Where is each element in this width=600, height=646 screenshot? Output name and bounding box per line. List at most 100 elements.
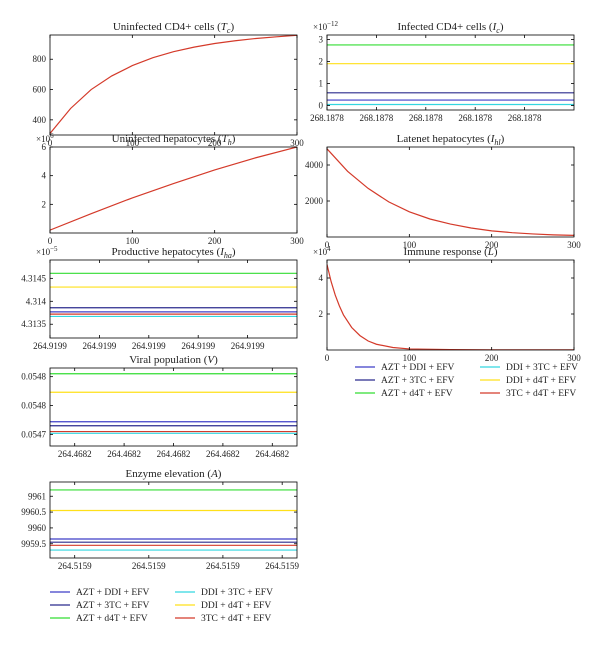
- legend-right: AZT + DDI + EFV AZT + 3TC + EFV AZT + d4T …: [355, 363, 578, 399]
- x-tick-label: 100: [403, 353, 417, 363]
- series-line: [327, 148, 574, 236]
- x-tick-label: 0: [48, 138, 53, 148]
- x-tick-label: 264.9199: [33, 341, 67, 351]
- x-tick-label: 268.1878: [508, 113, 542, 123]
- axes-frame: [49, 259, 298, 339]
- panel-title: Viral population (V): [129, 354, 218, 366]
- y-tick-label: 0.0547: [21, 429, 46, 439]
- y-tick-label: 4.3145: [21, 273, 46, 283]
- x-tick-label: 264.5159: [58, 561, 92, 571]
- panel-title: Enzyme elevation (A): [126, 468, 222, 480]
- x-tick-label: 264.5159: [132, 561, 166, 571]
- axis-exponent: ×10−12: [313, 20, 339, 32]
- panel-title: Uninfected hepatocytes (Th): [112, 133, 236, 147]
- x-tick-label: 200: [208, 236, 222, 246]
- x-tick-label: 264.4682: [107, 449, 141, 459]
- x-tick-label: 100: [126, 138, 140, 148]
- axes-frame: [326, 34, 575, 111]
- axes-frame: [49, 367, 298, 447]
- x-tick-label: 264.4682: [206, 449, 240, 459]
- y-tick-label: 600: [33, 85, 47, 95]
- panel-v: Viral population (V) 264.4682 264.4682 264.…: [21, 354, 298, 459]
- y-tick-label: 9960: [28, 523, 47, 533]
- x-tick-label: 300: [290, 236, 304, 246]
- y-tick-label: 2000: [305, 196, 324, 206]
- x-tick-label: 264.5159: [206, 561, 240, 571]
- y-tick-label: 9961: [28, 491, 46, 501]
- y-tick-label: 400: [33, 115, 47, 125]
- y-tick-label: 0.0548: [21, 372, 46, 382]
- panel-tc: Uninfected CD4+ cells (Tc) 0 100 200 300 400 6…: [33, 21, 305, 148]
- legend-label: AZT + d4T + EFV: [76, 614, 148, 624]
- series-line: [327, 264, 574, 350]
- legend-label: DDI + 3TC + EFV: [201, 588, 273, 598]
- y-tick-label: 2: [319, 309, 324, 319]
- x-tick-label: 100: [126, 236, 140, 246]
- x-tick-label: 200: [208, 138, 222, 148]
- x-tick-label: 264.9199: [231, 341, 265, 351]
- y-tick-label: 4: [42, 171, 47, 181]
- y-tick-label: 4.314: [26, 296, 47, 306]
- x-tick-label: 264.4682: [58, 449, 92, 459]
- y-tick-label: 4000: [305, 160, 324, 170]
- y-tick-label: 1: [319, 79, 324, 89]
- x-tick-label: 268.1878: [458, 113, 492, 123]
- x-tick-label: 264.9199: [83, 341, 117, 351]
- legend-label: 3TC + d4T + EFV: [201, 614, 271, 624]
- x-tick-label: 264.4682: [255, 449, 289, 459]
- y-tick-label: 4: [319, 273, 324, 283]
- y-tick-label: 4.3135: [21, 319, 46, 329]
- series-line: [50, 147, 297, 231]
- axis-exponent: ×10−5: [36, 245, 58, 257]
- panel-ic: Infected CD4+ cells (Ic) ×10−12 268.1878 26…: [310, 20, 575, 123]
- axis-exponent: ×106: [36, 132, 54, 144]
- panel-title: Productive hepatocytes (Iha): [111, 246, 235, 260]
- x-tick-label: 264.5159: [265, 561, 299, 571]
- y-tick-label: 9960.5: [21, 507, 46, 517]
- y-tick-label: 6: [42, 142, 47, 152]
- x-tick-label: 100: [403, 240, 417, 250]
- x-tick-label: 300: [290, 138, 304, 148]
- legend-label: DDI + d4T + EFV: [506, 376, 576, 386]
- x-tick-label: 264.9199: [132, 341, 166, 351]
- legend-label: AZT + DDI + EFV: [76, 588, 149, 598]
- panel-title: Uninfected CD4+ cells (Tc): [113, 21, 235, 35]
- axes-frame: [49, 34, 298, 136]
- panel-iha: Productive hepatocytes (Iha) ×10−5 264.919…: [21, 245, 298, 351]
- x-tick-label: 268.1878: [409, 113, 443, 123]
- panel-title: Immune response (L): [403, 246, 497, 258]
- x-tick-label: 268.1878: [360, 113, 394, 123]
- x-tick-label: 200: [485, 240, 499, 250]
- panel-l: Immune response (L) ×104 0 100 200 300 2 4: [313, 245, 581, 363]
- legend-label: DDI + d4T + EFV: [201, 601, 271, 611]
- legend-label: DDI + 3TC + EFV: [506, 363, 578, 373]
- axes-frame: [326, 259, 575, 351]
- panel-title: Infected CD4+ cells (Ic): [398, 21, 504, 35]
- series-line: [50, 35, 297, 134]
- axes-frame: [49, 481, 298, 559]
- legend-label: AZT + 3TC + EFV: [381, 376, 454, 386]
- x-tick-label: 200: [485, 353, 499, 363]
- legend-label: AZT + 3TC + EFV: [76, 601, 149, 611]
- x-tick-label: 300: [567, 240, 581, 250]
- x-tick-label: 0: [325, 353, 330, 363]
- axes-frame: [326, 146, 575, 238]
- legend-bottom: AZT + DDI + EFV AZT + 3TC + EFV AZT + d4T …: [50, 588, 273, 624]
- x-tick-label: 0: [48, 236, 53, 246]
- y-tick-label: 9959.5: [21, 539, 46, 549]
- legend-label: 3TC + d4T + EFV: [506, 389, 576, 399]
- y-tick-label: 0.0548: [21, 401, 46, 411]
- legend-label: AZT + d4T + EFV: [381, 389, 453, 399]
- y-tick-label: 0: [319, 101, 324, 111]
- y-tick-label: 800: [33, 54, 47, 64]
- x-tick-label: 300: [567, 353, 581, 363]
- y-tick-label: 3: [319, 34, 324, 44]
- y-tick-label: 2: [319, 56, 324, 66]
- axis-exponent: ×104: [313, 245, 331, 257]
- x-tick-label: 264.9199: [181, 341, 215, 351]
- legend-label: AZT + DDI + EFV: [381, 363, 454, 373]
- panel-title: Latenet hepatocytes (Ihl): [397, 133, 505, 147]
- panel-a: Enzyme elevation (A) 264.5159 264.5159 264.…: [21, 468, 299, 571]
